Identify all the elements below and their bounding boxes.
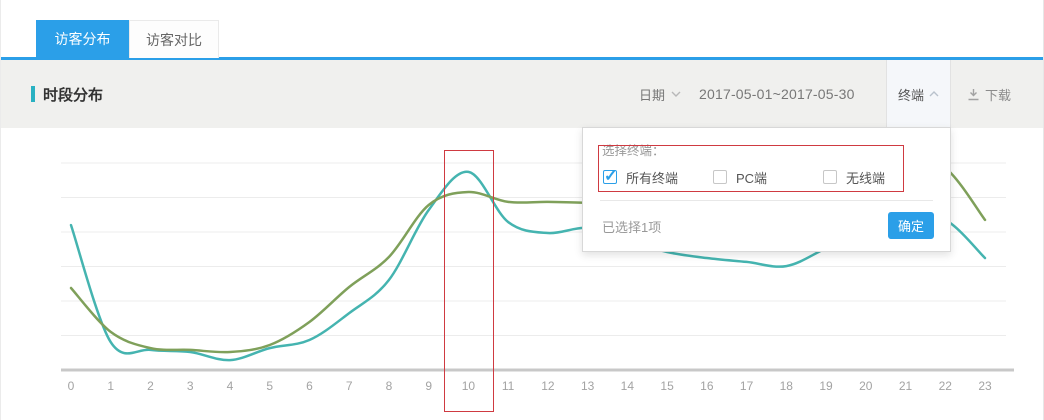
section-title: 时段分布 xyxy=(31,60,103,128)
chevron-down-icon xyxy=(671,91,681,97)
checkbox-icon[interactable] xyxy=(603,166,617,186)
download-icon xyxy=(968,88,979,100)
svg-text:3: 3 xyxy=(187,379,194,393)
panel-divider xyxy=(600,200,933,201)
date-label: 日期 xyxy=(639,87,666,103)
svg-text:22: 22 xyxy=(939,379,953,393)
svg-text:8: 8 xyxy=(386,379,393,393)
chevron-up-icon xyxy=(929,91,939,97)
svg-text:1: 1 xyxy=(107,379,114,393)
checkbox-icon[interactable] xyxy=(823,170,837,184)
date-dropdown-trigger[interactable]: 日期 xyxy=(639,60,681,128)
svg-text:21: 21 xyxy=(899,379,913,393)
terminal-option-2: 无线端 xyxy=(823,166,885,188)
terminal-label: 终端 xyxy=(897,87,924,103)
terminal-dropdown-trigger[interactable]: 终端 xyxy=(886,60,951,128)
tab-label: 访客对比 xyxy=(146,31,202,48)
confirm-button[interactable]: 确定 xyxy=(888,212,934,239)
svg-text:9: 9 xyxy=(425,379,432,393)
svg-text:4: 4 xyxy=(227,379,234,393)
tab-visitor-distribution[interactable]: 访客分布 xyxy=(36,20,129,58)
svg-text:15: 15 xyxy=(660,379,674,393)
svg-text:6: 6 xyxy=(306,379,313,393)
svg-text:5: 5 xyxy=(266,379,273,393)
svg-text:17: 17 xyxy=(740,379,754,393)
svg-text:0: 0 xyxy=(68,379,75,393)
terminal-option-label: 所有终端 xyxy=(626,170,679,186)
selected-count-text: 已选择1项 xyxy=(602,220,662,235)
terminal-dropdown-panel: 选择终端： 所有终端 PC端 无线端 已选择1项 确定 xyxy=(582,127,951,252)
toolbar: 时段分布 日期 2017-05-01~2017-05-30 终端 下载 xyxy=(1,60,1043,128)
svg-text:19: 19 xyxy=(819,379,833,393)
svg-text:23: 23 xyxy=(978,379,992,393)
svg-text:18: 18 xyxy=(780,379,794,393)
svg-text:16: 16 xyxy=(700,379,714,393)
svg-text:12: 12 xyxy=(541,379,555,393)
tab-label: 访客分布 xyxy=(54,31,111,47)
svg-text:14: 14 xyxy=(621,379,635,393)
svg-text:13: 13 xyxy=(581,379,595,393)
title-accent-bar xyxy=(31,86,35,102)
page-title: 时段分布 xyxy=(43,86,104,104)
svg-text:7: 7 xyxy=(346,379,353,393)
dropdown-title: 选择终端： xyxy=(602,144,665,158)
terminal-options-row: 所有终端 PC端 无线端 xyxy=(583,166,950,190)
svg-text:2: 2 xyxy=(147,379,154,393)
terminal-option-0: 所有终端 xyxy=(603,166,678,188)
checkbox-icon[interactable] xyxy=(713,170,727,184)
terminal-option-1: PC端 xyxy=(713,166,767,188)
date-range-value[interactable]: 2017-05-01~2017-05-30 xyxy=(699,86,855,102)
svg-text:11: 11 xyxy=(502,379,515,393)
download-label: 下载 xyxy=(985,87,1012,103)
tab-visitor-comparison[interactable]: 访客对比 xyxy=(129,20,219,58)
svg-text:20: 20 xyxy=(859,379,873,393)
download-button[interactable]: 下载 xyxy=(967,60,1011,128)
tab-bar: 访客分布 访客对比 xyxy=(1,0,1043,60)
terminal-option-label: PC端 xyxy=(736,170,768,186)
svg-text:10: 10 xyxy=(462,379,476,393)
terminal-option-label: 无线端 xyxy=(846,170,886,186)
